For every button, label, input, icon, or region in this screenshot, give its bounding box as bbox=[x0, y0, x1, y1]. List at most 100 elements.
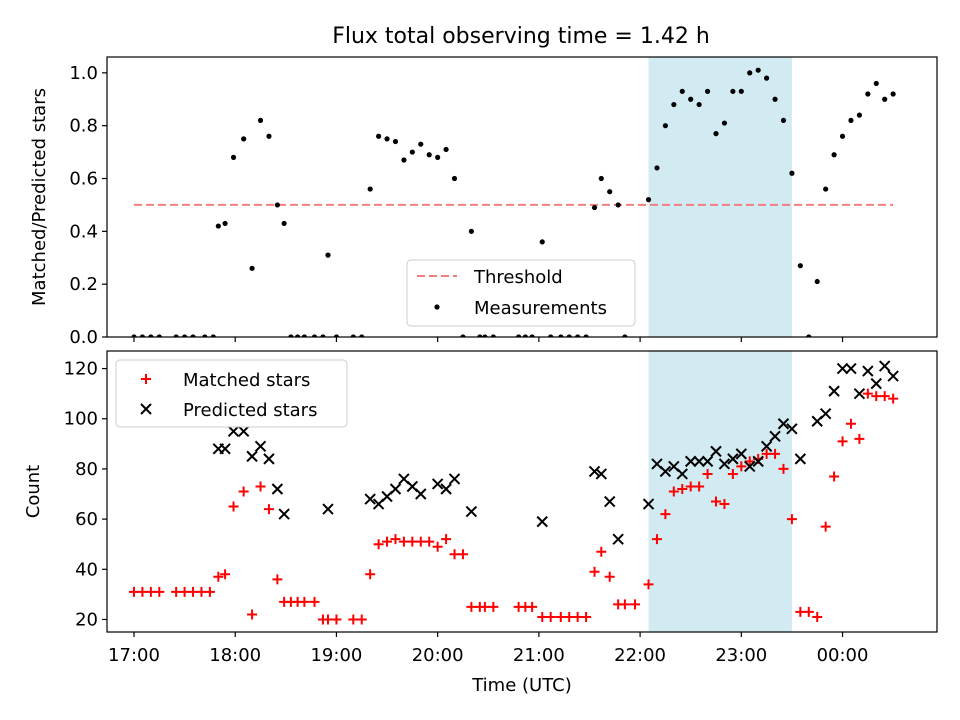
measurements-point bbox=[688, 96, 694, 102]
matched-stars-point bbox=[309, 596, 320, 607]
measurements-point bbox=[257, 117, 264, 123]
predicted-stars-point bbox=[271, 483, 284, 495]
matched-stars-point bbox=[845, 418, 856, 429]
matched-stars-point bbox=[862, 388, 873, 399]
matched-stars-point bbox=[643, 579, 654, 590]
x-tick-label: 17:00 bbox=[108, 645, 160, 666]
axes-frame bbox=[106, 56, 938, 338]
matched-stars-point bbox=[630, 599, 641, 610]
predicted-stars-point bbox=[727, 453, 739, 465]
predicted-stars-point bbox=[415, 488, 427, 500]
measurements-point bbox=[721, 120, 728, 126]
legend: Matched stars Predicted stars bbox=[115, 359, 348, 428]
y-tick-label: 60 bbox=[75, 509, 98, 530]
measurements-point bbox=[443, 146, 449, 153]
predicted-stars-point bbox=[676, 468, 688, 480]
matched-stars-point bbox=[888, 393, 899, 404]
measurements-point bbox=[477, 334, 483, 337]
measurements-point bbox=[823, 186, 829, 192]
measurements-point bbox=[320, 334, 326, 337]
predicted-stars-point bbox=[588, 465, 601, 478]
matched-stars-point bbox=[795, 606, 806, 617]
measurements-point bbox=[890, 91, 896, 97]
measurements-point bbox=[468, 228, 474, 234]
matched-stars-point bbox=[727, 468, 738, 479]
predicted-stars-point bbox=[604, 495, 616, 508]
measurements-point bbox=[671, 101, 677, 108]
matched-stars-point bbox=[204, 586, 215, 597]
matched-stars-point bbox=[871, 391, 882, 402]
measurements-point bbox=[704, 88, 711, 94]
legend-measurements-swatch bbox=[434, 304, 440, 310]
measurements-point bbox=[848, 117, 854, 123]
measurements-point bbox=[797, 263, 803, 269]
matched-stars-point bbox=[564, 611, 575, 622]
x-tick-label: 19:00 bbox=[310, 645, 362, 666]
matched-stars-point bbox=[196, 586, 207, 597]
matched-stars-point bbox=[424, 536, 435, 547]
matched-stars-point bbox=[778, 463, 789, 474]
y-tick-label: 80 bbox=[75, 459, 98, 480]
matched-stars-point bbox=[415, 536, 426, 547]
measurements-point bbox=[645, 197, 652, 203]
measurements-point bbox=[451, 175, 458, 182]
measurements-point bbox=[367, 186, 373, 192]
measurements-point bbox=[215, 223, 221, 229]
predicted-stars-point bbox=[862, 365, 874, 377]
measurements-point bbox=[435, 154, 441, 160]
matched-stars-point bbox=[803, 606, 814, 617]
axes-frame bbox=[106, 350, 938, 633]
measurements-point bbox=[789, 170, 795, 176]
matched-stars-point bbox=[711, 496, 722, 507]
measurements-point bbox=[148, 334, 154, 337]
measurements-point bbox=[654, 165, 660, 171]
predicted-stars-point bbox=[744, 460, 756, 473]
matched-stars-point bbox=[479, 601, 490, 612]
matched-stars-point bbox=[837, 436, 848, 447]
matched-stars-point bbox=[188, 586, 199, 597]
predicted-stars-point bbox=[684, 455, 697, 468]
measurements-point bbox=[274, 202, 280, 208]
matched-stars-point bbox=[677, 483, 688, 494]
measurements-point bbox=[755, 67, 761, 73]
matched-stars-point bbox=[660, 509, 671, 520]
predicted-stars-point bbox=[853, 387, 866, 400]
measurements-point bbox=[202, 334, 208, 337]
predicted-stars-point bbox=[389, 483, 402, 495]
predicted-stars-point bbox=[227, 425, 240, 437]
measurements-point bbox=[529, 334, 535, 337]
legend-box bbox=[406, 259, 636, 327]
top-panel: 0.0 0.2 0.4 0.6 0.8 1.0 Matched/Predicted star… bbox=[29, 56, 938, 348]
matched-stars-point bbox=[736, 461, 747, 472]
measurements-point bbox=[392, 138, 399, 145]
predicted-stars-point bbox=[219, 443, 231, 455]
legend-predicted-swatch bbox=[140, 403, 152, 415]
matched-stars-point bbox=[457, 549, 468, 560]
measurements-point bbox=[401, 157, 407, 163]
y-tick-label: 0.4 bbox=[69, 221, 98, 242]
matched-stars-point bbox=[220, 569, 231, 580]
measurements-point bbox=[359, 334, 365, 337]
legend-label: Measurements bbox=[474, 298, 607, 319]
y-tick-label: 0.6 bbox=[69, 169, 98, 190]
matched-stars-point bbox=[263, 504, 274, 515]
predicted-stars-point bbox=[752, 455, 764, 468]
x-tick-label: 23:00 bbox=[715, 645, 767, 666]
measurements-point bbox=[713, 131, 719, 137]
y-axis-label: Matched/Predicted stars bbox=[29, 88, 50, 306]
matched-stars-point bbox=[390, 534, 401, 545]
predicted-stars-point bbox=[254, 440, 267, 453]
measurements-point bbox=[288, 334, 294, 337]
predicted-stars-point bbox=[887, 370, 899, 382]
measurements-point bbox=[566, 334, 572, 337]
matched-stars-point bbox=[812, 611, 823, 622]
predicted-stars-point bbox=[465, 505, 478, 518]
matched-stars-point bbox=[154, 586, 165, 597]
measurements-point bbox=[516, 334, 522, 337]
y-tick-label: 0.8 bbox=[69, 116, 98, 137]
measurements-point bbox=[230, 154, 237, 160]
measurements-point bbox=[873, 80, 879, 87]
legend-box bbox=[115, 359, 348, 428]
predicted-stars-point bbox=[536, 515, 548, 528]
matched-stars-point bbox=[685, 481, 696, 492]
